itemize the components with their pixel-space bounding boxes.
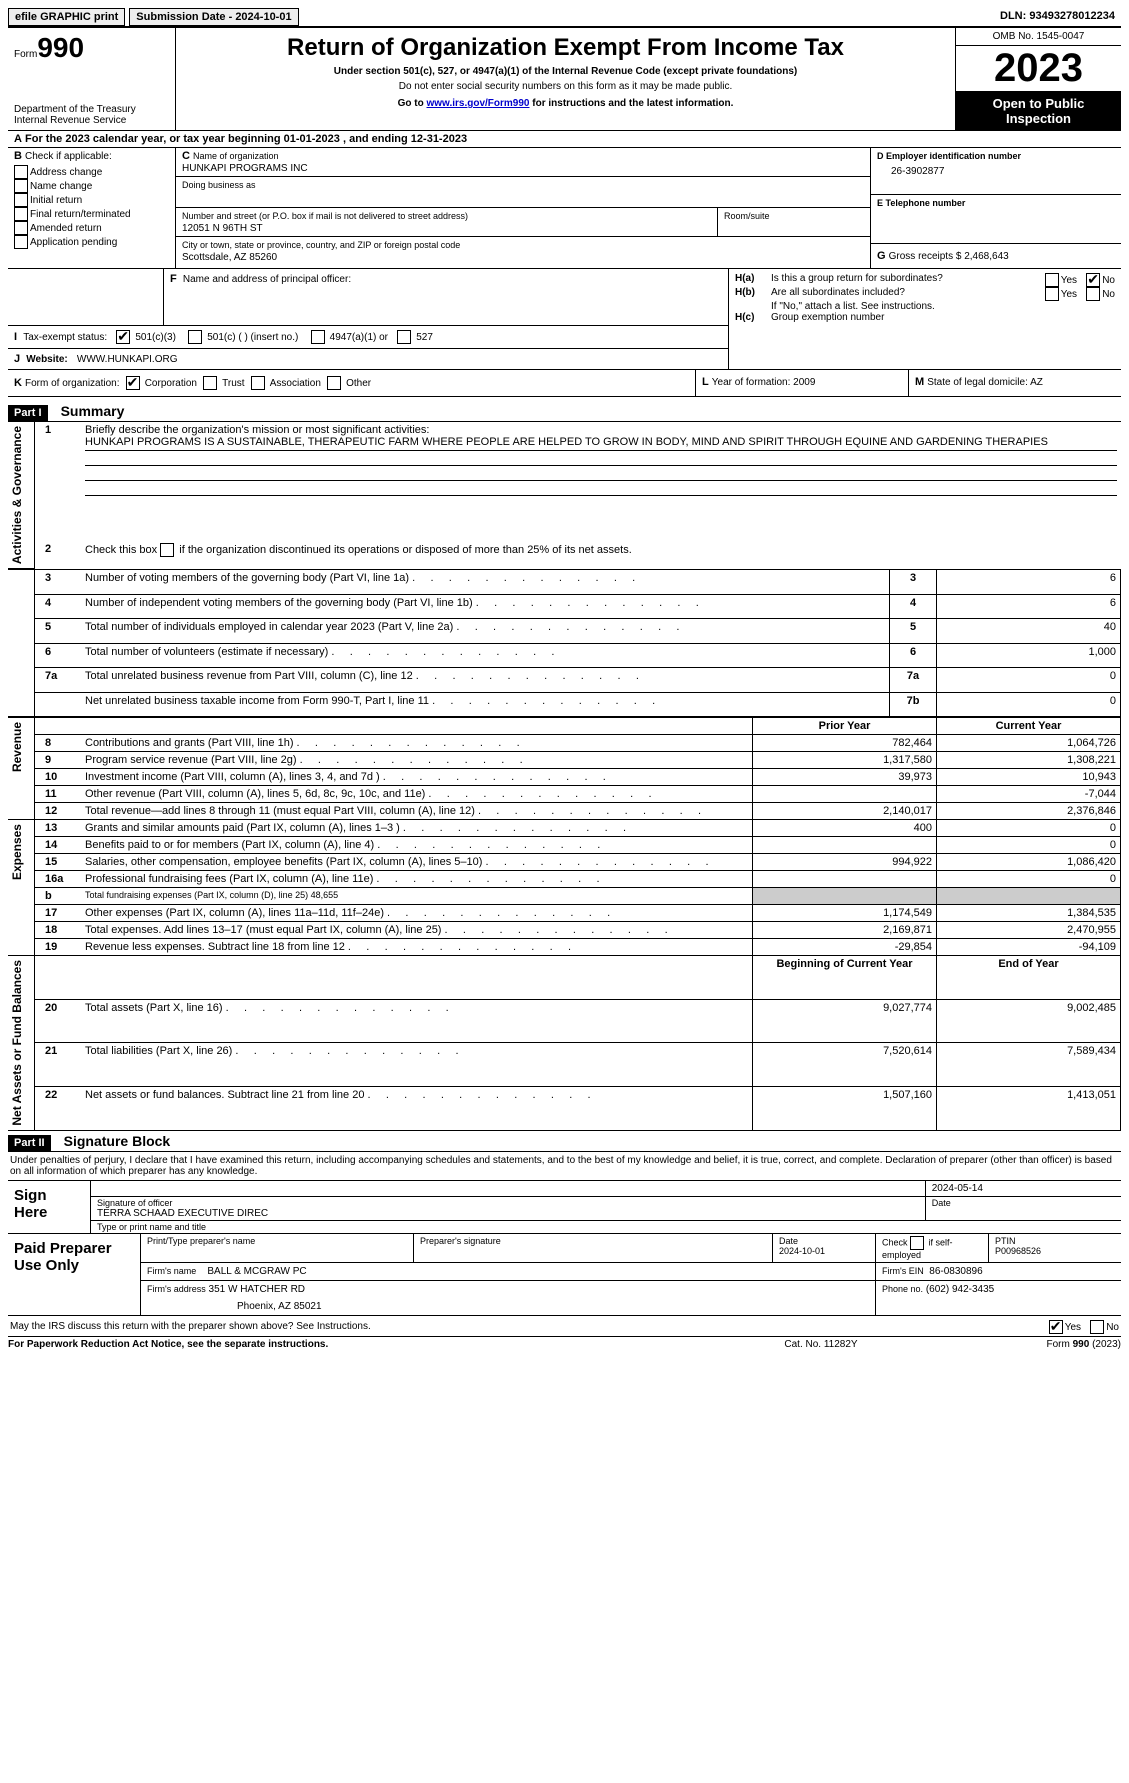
- box-b: B Check if applicable: Address change Na…: [8, 148, 176, 268]
- line2-num: 2: [35, 541, 82, 569]
- dba-label: Doing business as: [182, 180, 256, 190]
- hc-text: Group exemption number: [771, 312, 1115, 323]
- org-name: HUNKAPI PROGRAMS INC: [182, 163, 308, 174]
- paperwork-notice: For Paperwork Reduction Act Notice, see …: [8, 1339, 721, 1350]
- ha-no[interactable]: [1086, 273, 1100, 287]
- sign-here: Sign Here: [8, 1180, 91, 1233]
- part2-title: Signature Block: [64, 1133, 171, 1149]
- header-block: Form990 Department of the Treasury Inter…: [8, 28, 1121, 130]
- prep-sig-label: Preparer's signature: [414, 1234, 773, 1263]
- part1-title: Summary: [61, 403, 125, 419]
- officer-name: TERRA SCHAAD EXECUTIVE DIREC: [97, 1208, 268, 1219]
- part2-bar: Part II: [8, 1135, 51, 1151]
- chk-assoc[interactable]: [251, 376, 265, 390]
- hb-yes[interactable]: [1045, 287, 1059, 301]
- mission-text: HUNKAPI PROGRAMS IS A SUSTAINABLE, THERA…: [85, 436, 1117, 451]
- submission-date: Submission Date - 2024-10-01: [129, 8, 298, 26]
- firm-addr1: 351 W HATCHER RD: [209, 1284, 306, 1295]
- city-label: City or town, state or province, country…: [182, 240, 460, 250]
- chk-501c3[interactable]: [116, 330, 130, 344]
- ha-yes[interactable]: [1045, 273, 1059, 287]
- hb-text: Are all subordinates included?: [771, 287, 1005, 301]
- governance-table: Activities & Governance3Number of voting…: [8, 569, 1121, 717]
- phone-label: E Telephone number: [877, 198, 965, 208]
- street: 12051 N 96TH ST: [182, 223, 263, 234]
- chk-discontinued[interactable]: [160, 543, 174, 557]
- firm-phone: (602) 942-3435: [926, 1284, 994, 1295]
- prep-date: 2024-10-01: [779, 1246, 825, 1256]
- dept-treasury: Department of the Treasury: [14, 104, 169, 115]
- chk-527[interactable]: [397, 330, 411, 344]
- hc-label: H(c): [735, 312, 771, 323]
- chk-amended[interactable]: [14, 221, 28, 235]
- irs-yes[interactable]: [1049, 1320, 1063, 1334]
- chk-4947[interactable]: [311, 330, 325, 344]
- officer-label: Name and address of principal officer:: [183, 274, 351, 285]
- chk-name-change[interactable]: [14, 179, 28, 193]
- omb: OMB No. 1545-0047: [956, 28, 1121, 46]
- vlabel-ag: Activities & Governance: [8, 422, 26, 568]
- tax-year: 2023: [956, 46, 1121, 92]
- ptin: P00968526: [995, 1246, 1041, 1256]
- website[interactable]: WWW.HUNKAPI.ORG: [77, 354, 178, 365]
- hb-no[interactable]: [1086, 287, 1100, 301]
- line1-label: Briefly describe the organization's miss…: [85, 424, 429, 436]
- chk-app-pending[interactable]: [14, 235, 28, 249]
- may-irs: May the IRS discuss this return with the…: [10, 1321, 371, 1332]
- chk-initial-return[interactable]: [14, 193, 28, 207]
- irs-link[interactable]: www.irs.gov/Form990: [426, 98, 529, 109]
- goto-line: Go to www.irs.gov/Form990 for instructio…: [186, 98, 945, 109]
- firm-name: BALL & MCGRAW PC: [207, 1266, 306, 1277]
- sig-officer-label: Signature of officer: [97, 1198, 172, 1208]
- org-name-label: Name of organization: [193, 151, 279, 161]
- irs-no[interactable]: [1090, 1320, 1104, 1334]
- line2-text: if the organization discontinued its ope…: [176, 543, 632, 555]
- ein-label: D Employer identification number: [877, 151, 1021, 161]
- gross-receipts: 2,468,643: [964, 251, 1009, 262]
- revenue-table: RevenuePrior YearCurrent Year8Contributi…: [8, 717, 1121, 1131]
- print-name-label: Print/Type preparer's name: [141, 1234, 414, 1263]
- chk-address-change[interactable]: [14, 165, 28, 179]
- ssn-warning: Do not enter social security numbers on …: [186, 81, 945, 92]
- form-title: Return of Organization Exempt From Incom…: [186, 34, 945, 62]
- date-label: Date: [925, 1196, 1121, 1220]
- declaration: Under penalties of perjury, I declare th…: [8, 1151, 1121, 1180]
- hb-label: H(b): [735, 287, 771, 301]
- form-number: 990: [37, 32, 84, 63]
- part1-bar: Part I: [8, 405, 48, 421]
- dln: DLN: 93493278012234: [994, 8, 1121, 26]
- year-formation: 2009: [793, 377, 815, 388]
- paid-preparer: Paid Preparer Use Only: [8, 1234, 141, 1316]
- domicile: AZ: [1030, 377, 1043, 388]
- subtitle: Under section 501(c), 527, or 4947(a)(1)…: [186, 66, 945, 77]
- city: Scottsdale, AZ 85260: [182, 252, 277, 263]
- cat-no: Cat. No. 11282Y: [721, 1339, 921, 1350]
- chk-final-return[interactable]: [14, 207, 28, 221]
- form-prefix: Form: [14, 49, 37, 60]
- ha-text: Is this a group return for subordinates?: [771, 273, 1005, 287]
- room-label: Room/suite: [724, 211, 770, 221]
- box-a: A For the 2023 calendar year, or tax yea…: [8, 130, 1121, 148]
- firm-addr2: Phoenix, AZ 85021: [147, 1301, 869, 1312]
- chk-corp[interactable]: [126, 376, 140, 390]
- ha-label: H(a): [735, 273, 771, 287]
- chk-self-employed[interactable]: [910, 1236, 924, 1250]
- chk-trust[interactable]: [203, 376, 217, 390]
- chk-other[interactable]: [327, 376, 341, 390]
- firm-ein: 86-0830896: [929, 1266, 982, 1277]
- top-bar: efile GRAPHIC print Submission Date - 20…: [8, 8, 1121, 28]
- dept-irs: Internal Revenue Service: [14, 115, 169, 126]
- chk-501c[interactable]: [188, 330, 202, 344]
- efile-btn[interactable]: efile GRAPHIC print: [8, 8, 125, 26]
- type-label: Type or print name and title: [91, 1220, 1122, 1233]
- ein: 26-3902877: [877, 166, 1115, 177]
- street-label: Number and street (or P.O. box if mail i…: [182, 211, 468, 221]
- line1-num: 1: [35, 422, 82, 541]
- open-public: Open to Public Inspection: [956, 92, 1121, 130]
- hb-note: If "No," attach a list. See instructions…: [771, 301, 1115, 312]
- sig-date: 2024-05-14: [925, 1180, 1121, 1196]
